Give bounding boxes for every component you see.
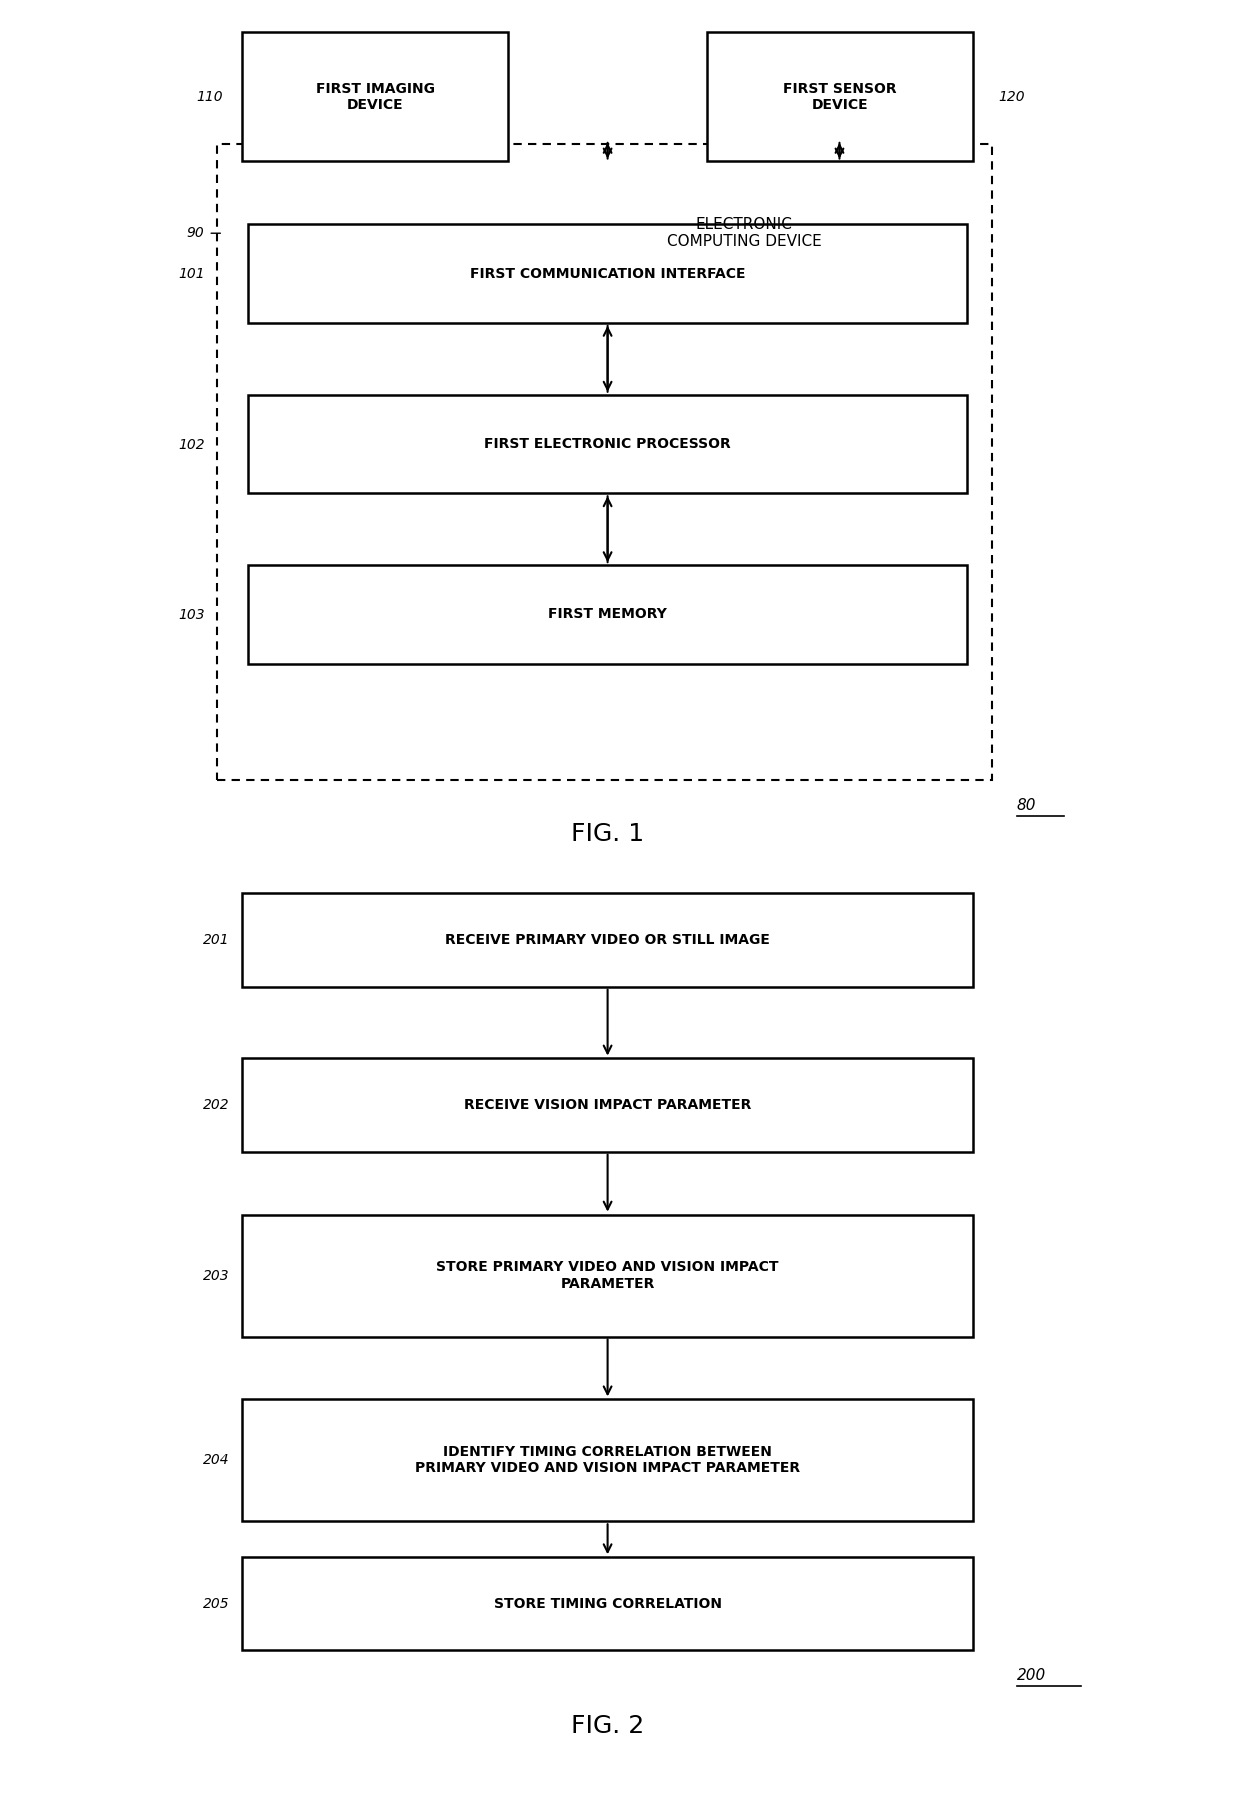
Text: ELECTRONIC
COMPUTING DEVICE: ELECTRONIC COMPUTING DEVICE	[667, 217, 821, 249]
Text: STORE TIMING CORRELATION: STORE TIMING CORRELATION	[494, 1597, 722, 1611]
Text: 80: 80	[1017, 798, 1037, 813]
Bar	[217, 144, 992, 780]
Text: 101: 101	[179, 267, 205, 282]
Text: 204: 204	[203, 1453, 229, 1467]
Text: 110: 110	[197, 90, 223, 104]
Text: 205: 205	[203, 1597, 229, 1611]
Text: 202: 202	[203, 1098, 229, 1112]
Text: FIRST ELECTRONIC PROCESSOR: FIRST ELECTRONIC PROCESSOR	[485, 438, 730, 450]
Bar	[242, 1399, 973, 1521]
Bar	[248, 565, 967, 664]
Text: RECEIVE PRIMARY VIDEO OR STILL IMAGE: RECEIVE PRIMARY VIDEO OR STILL IMAGE	[445, 933, 770, 947]
Text: STORE PRIMARY VIDEO AND VISION IMPACT
PARAMETER: STORE PRIMARY VIDEO AND VISION IMPACT PA…	[436, 1261, 779, 1290]
Bar	[242, 32, 508, 161]
Text: FIG. 1: FIG. 1	[572, 822, 644, 847]
Text: 120: 120	[998, 90, 1024, 104]
Bar	[707, 32, 973, 161]
Bar	[248, 395, 967, 493]
Text: IDENTIFY TIMING CORRELATION BETWEEN
PRIMARY VIDEO AND VISION IMPACT PARAMETER: IDENTIFY TIMING CORRELATION BETWEEN PRIM…	[415, 1446, 800, 1475]
Bar	[242, 1557, 973, 1650]
Text: FIRST MEMORY: FIRST MEMORY	[548, 608, 667, 621]
Text: FIG. 2: FIG. 2	[570, 1713, 645, 1738]
Bar	[242, 1058, 973, 1152]
Bar	[248, 224, 967, 323]
Text: 201: 201	[203, 933, 229, 947]
Bar	[242, 1215, 973, 1337]
Text: FIRST COMMUNICATION INTERFACE: FIRST COMMUNICATION INTERFACE	[470, 267, 745, 280]
Text: 102: 102	[179, 438, 205, 452]
Text: FIRST SENSOR
DEVICE: FIRST SENSOR DEVICE	[784, 83, 897, 111]
Text: 200: 200	[1017, 1668, 1047, 1683]
Text: RECEIVE VISION IMPACT PARAMETER: RECEIVE VISION IMPACT PARAMETER	[464, 1098, 751, 1112]
Text: 103: 103	[179, 608, 205, 623]
Text: 203: 203	[203, 1268, 229, 1283]
Bar	[242, 893, 973, 987]
Text: 90: 90	[187, 226, 205, 240]
Text: FIRST IMAGING
DEVICE: FIRST IMAGING DEVICE	[316, 83, 434, 111]
